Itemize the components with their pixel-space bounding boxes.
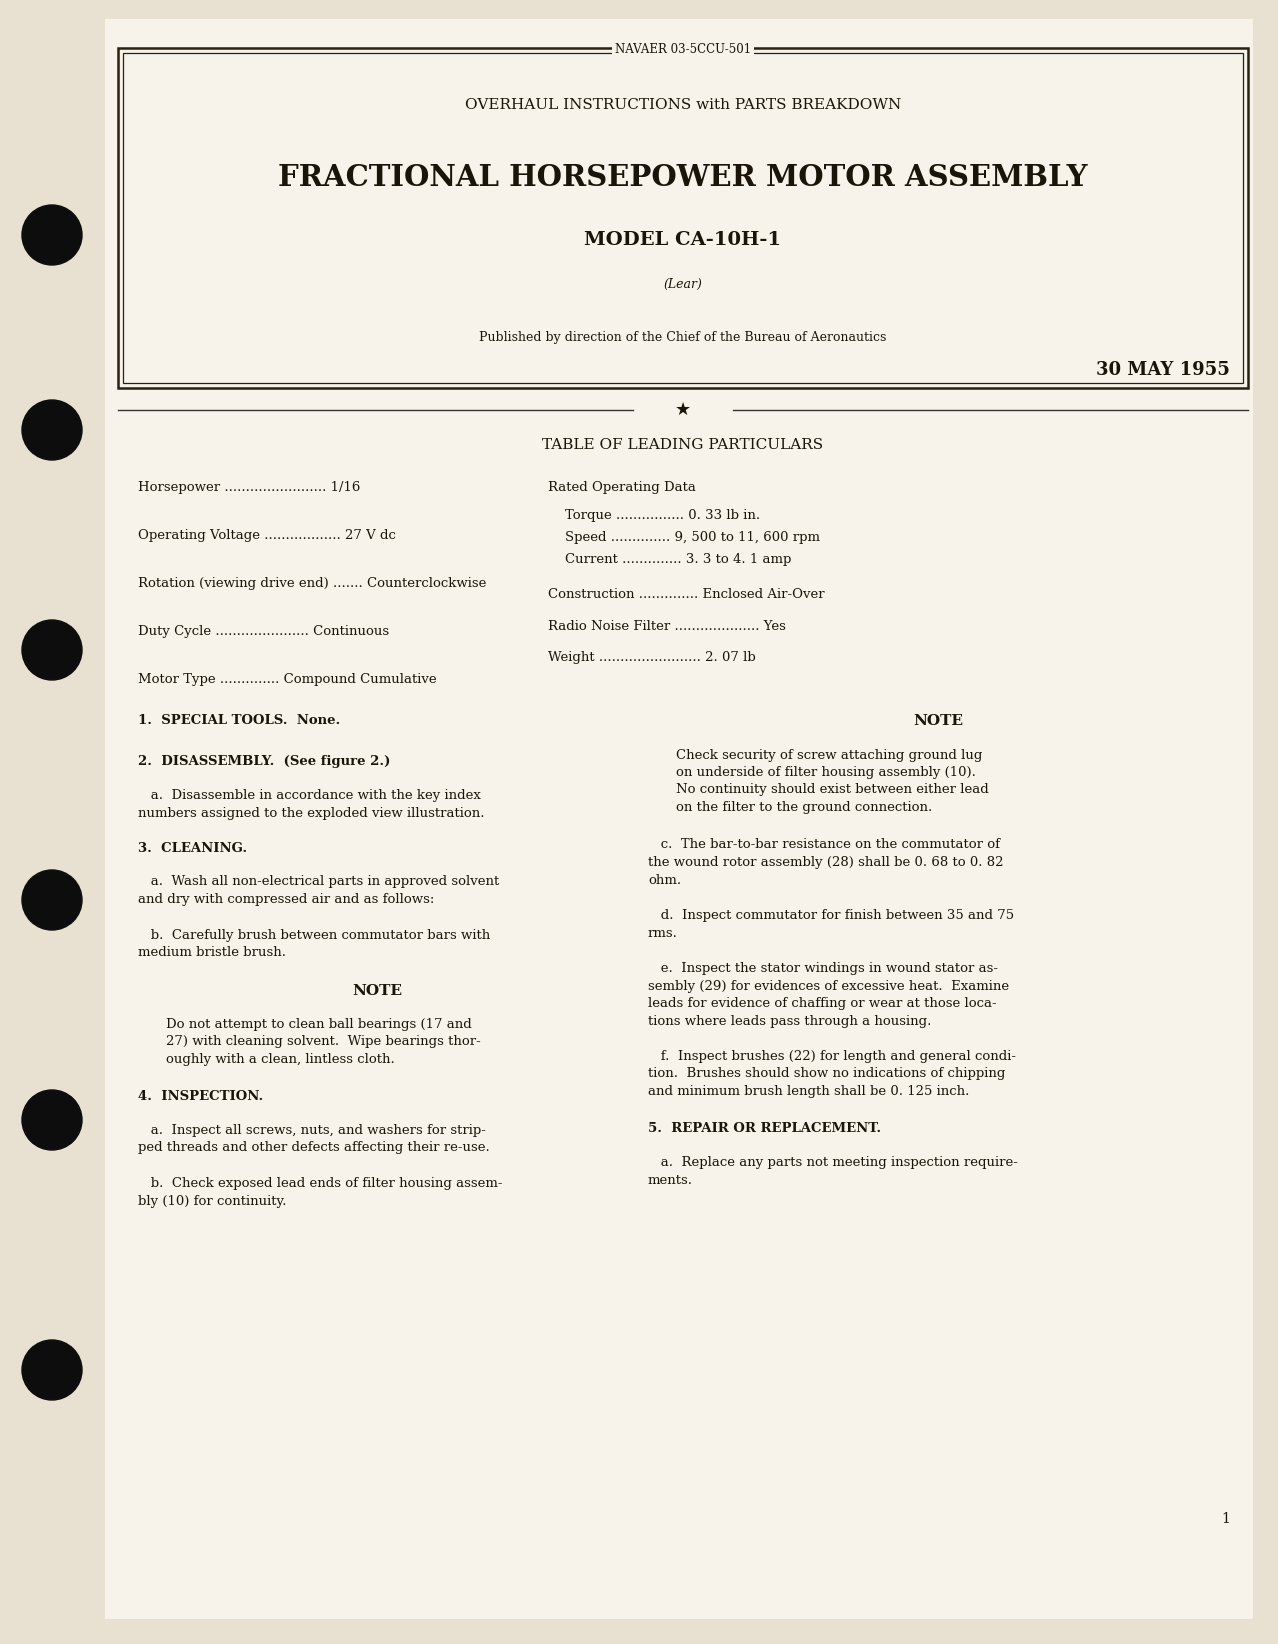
Text: leads for evidence of chaffing or wear at those loca-: leads for evidence of chaffing or wear a… <box>648 996 997 1009</box>
Text: Duty Cycle ...................... Continuous: Duty Cycle ...................... Contin… <box>138 625 389 638</box>
Text: on underside of filter housing assembly (10).: on underside of filter housing assembly … <box>676 766 976 779</box>
Text: Check security of screw attaching ground lug: Check security of screw attaching ground… <box>676 748 983 761</box>
Text: b.  Carefully brush between commutator bars with: b. Carefully brush between commutator ba… <box>138 929 491 942</box>
Text: numbers assigned to the exploded view illustration.: numbers assigned to the exploded view il… <box>138 807 484 819</box>
Circle shape <box>22 1090 82 1151</box>
Text: Radio Noise Filter .................... Yes: Radio Noise Filter .................... … <box>548 620 786 633</box>
Text: 2.  DISASSEMBLY.  (See figure 2.): 2. DISASSEMBLY. (See figure 2.) <box>138 756 390 768</box>
Text: sembly (29) for evidences of excessive heat.  Examine: sembly (29) for evidences of excessive h… <box>648 980 1010 993</box>
Text: NAVAER 03-5CCU-501: NAVAER 03-5CCU-501 <box>615 43 751 56</box>
Text: Speed .............. 9, 500 to 11, 600 rpm: Speed .............. 9, 500 to 11, 600 r… <box>548 531 820 544</box>
Text: 5.  REPAIR OR REPLACEMENT.: 5. REPAIR OR REPLACEMENT. <box>648 1123 881 1136</box>
Text: NOTE: NOTE <box>351 983 403 998</box>
Text: Horsepower ........................ 1/16: Horsepower ........................ 1/16 <box>138 482 360 495</box>
Text: Current .............. 3. 3 to 4. 1 amp: Current .............. 3. 3 to 4. 1 amp <box>548 554 791 567</box>
Bar <box>118 48 1249 388</box>
Text: Motor Type .............. Compound Cumulative: Motor Type .............. Compound Cumul… <box>138 674 437 687</box>
Text: OVERHAUL INSTRUCTIONS with PARTS BREAKDOWN: OVERHAUL INSTRUCTIONS with PARTS BREAKDO… <box>465 99 901 112</box>
Text: 4.  INSPECTION.: 4. INSPECTION. <box>138 1090 263 1103</box>
Text: MODEL CA-10H-1: MODEL CA-10H-1 <box>584 232 782 248</box>
Text: Construction .............. Enclosed Air-Over: Construction .............. Enclosed Air… <box>548 587 824 600</box>
Text: NOTE: NOTE <box>912 713 964 728</box>
Text: ohm.: ohm. <box>648 873 681 886</box>
Text: f.  Inspect brushes (22) for length and general condi-: f. Inspect brushes (22) for length and g… <box>648 1051 1016 1064</box>
Text: Rated Operating Data: Rated Operating Data <box>548 482 697 495</box>
Text: ments.: ments. <box>648 1174 693 1187</box>
Text: e.  Inspect the stator windings in wound stator as-: e. Inspect the stator windings in wound … <box>648 962 998 975</box>
Text: 3.  CLEANING.: 3. CLEANING. <box>138 842 247 855</box>
Text: rms.: rms. <box>648 927 677 939</box>
Text: medium bristle brush.: medium bristle brush. <box>138 945 286 958</box>
Circle shape <box>22 1340 82 1401</box>
Text: b.  Check exposed lead ends of filter housing assem-: b. Check exposed lead ends of filter hou… <box>138 1177 502 1190</box>
Text: (Lear): (Lear) <box>663 278 703 291</box>
Text: and minimum brush length shall be 0. 125 inch.: and minimum brush length shall be 0. 125… <box>648 1085 970 1098</box>
Circle shape <box>22 206 82 265</box>
Text: oughly with a clean, lintless cloth.: oughly with a clean, lintless cloth. <box>166 1054 395 1065</box>
Circle shape <box>22 620 82 681</box>
Text: Rotation (viewing drive end) ....... Counterclockwise: Rotation (viewing drive end) ....... Cou… <box>138 577 487 590</box>
Text: FRACTIONAL HORSEPOWER MOTOR ASSEMBLY: FRACTIONAL HORSEPOWER MOTOR ASSEMBLY <box>279 163 1088 192</box>
Text: tions where leads pass through a housing.: tions where leads pass through a housing… <box>648 1014 932 1028</box>
Bar <box>123 53 1243 383</box>
Text: TABLE OF LEADING PARTICULARS: TABLE OF LEADING PARTICULARS <box>542 437 823 452</box>
Text: c.  The bar-to-bar resistance on the commutator of: c. The bar-to-bar resistance on the comm… <box>648 838 999 852</box>
Text: a.  Wash all non-electrical parts in approved solvent: a. Wash all non-electrical parts in appr… <box>138 876 500 888</box>
Text: the wound rotor assembly (28) shall be 0. 68 to 0. 82: the wound rotor assembly (28) shall be 0… <box>648 857 1003 870</box>
Text: Torque ................ 0. 33 lb in.: Torque ................ 0. 33 lb in. <box>548 510 760 523</box>
Text: 1: 1 <box>1220 1512 1229 1526</box>
Text: on the filter to the ground connection.: on the filter to the ground connection. <box>676 801 932 814</box>
Text: No continuity should exist between either lead: No continuity should exist between eithe… <box>676 784 989 796</box>
Text: 27) with cleaning solvent.  Wipe bearings thor-: 27) with cleaning solvent. Wipe bearings… <box>166 1036 481 1049</box>
Text: a.  Disassemble in accordance with the key index: a. Disassemble in accordance with the ke… <box>138 789 481 802</box>
Text: a.  Inspect all screws, nuts, and washers for strip-: a. Inspect all screws, nuts, and washers… <box>138 1124 486 1138</box>
Text: ped threads and other defects affecting their re-use.: ped threads and other defects affecting … <box>138 1141 489 1154</box>
Text: Operating Voltage .................. 27 V dc: Operating Voltage .................. 27 … <box>138 529 396 543</box>
Text: a.  Replace any parts not meeting inspection require-: a. Replace any parts not meeting inspect… <box>648 1156 1017 1169</box>
Text: bly (10) for continuity.: bly (10) for continuity. <box>138 1195 286 1207</box>
Text: tion.  Brushes should show no indications of chipping: tion. Brushes should show no indications… <box>648 1067 1006 1080</box>
Text: 30 MAY 1955: 30 MAY 1955 <box>1097 362 1229 380</box>
Bar <box>105 20 1252 1619</box>
Circle shape <box>22 399 82 460</box>
Text: Weight ........................ 2. 07 lb: Weight ........................ 2. 07 lb <box>548 651 755 664</box>
Text: d.  Inspect commutator for finish between 35 and 75: d. Inspect commutator for finish between… <box>648 909 1015 922</box>
Circle shape <box>22 870 82 931</box>
Text: 1.  SPECIAL TOOLS.  None.: 1. SPECIAL TOOLS. None. <box>138 713 340 727</box>
Text: and dry with compressed air and as follows:: and dry with compressed air and as follo… <box>138 893 435 906</box>
Text: ★: ★ <box>675 401 691 419</box>
Text: Do not attempt to clean ball bearings (17 and: Do not attempt to clean ball bearings (1… <box>166 1018 472 1031</box>
Text: Published by direction of the Chief of the Bureau of Aeronautics: Published by direction of the Chief of t… <box>479 332 887 345</box>
